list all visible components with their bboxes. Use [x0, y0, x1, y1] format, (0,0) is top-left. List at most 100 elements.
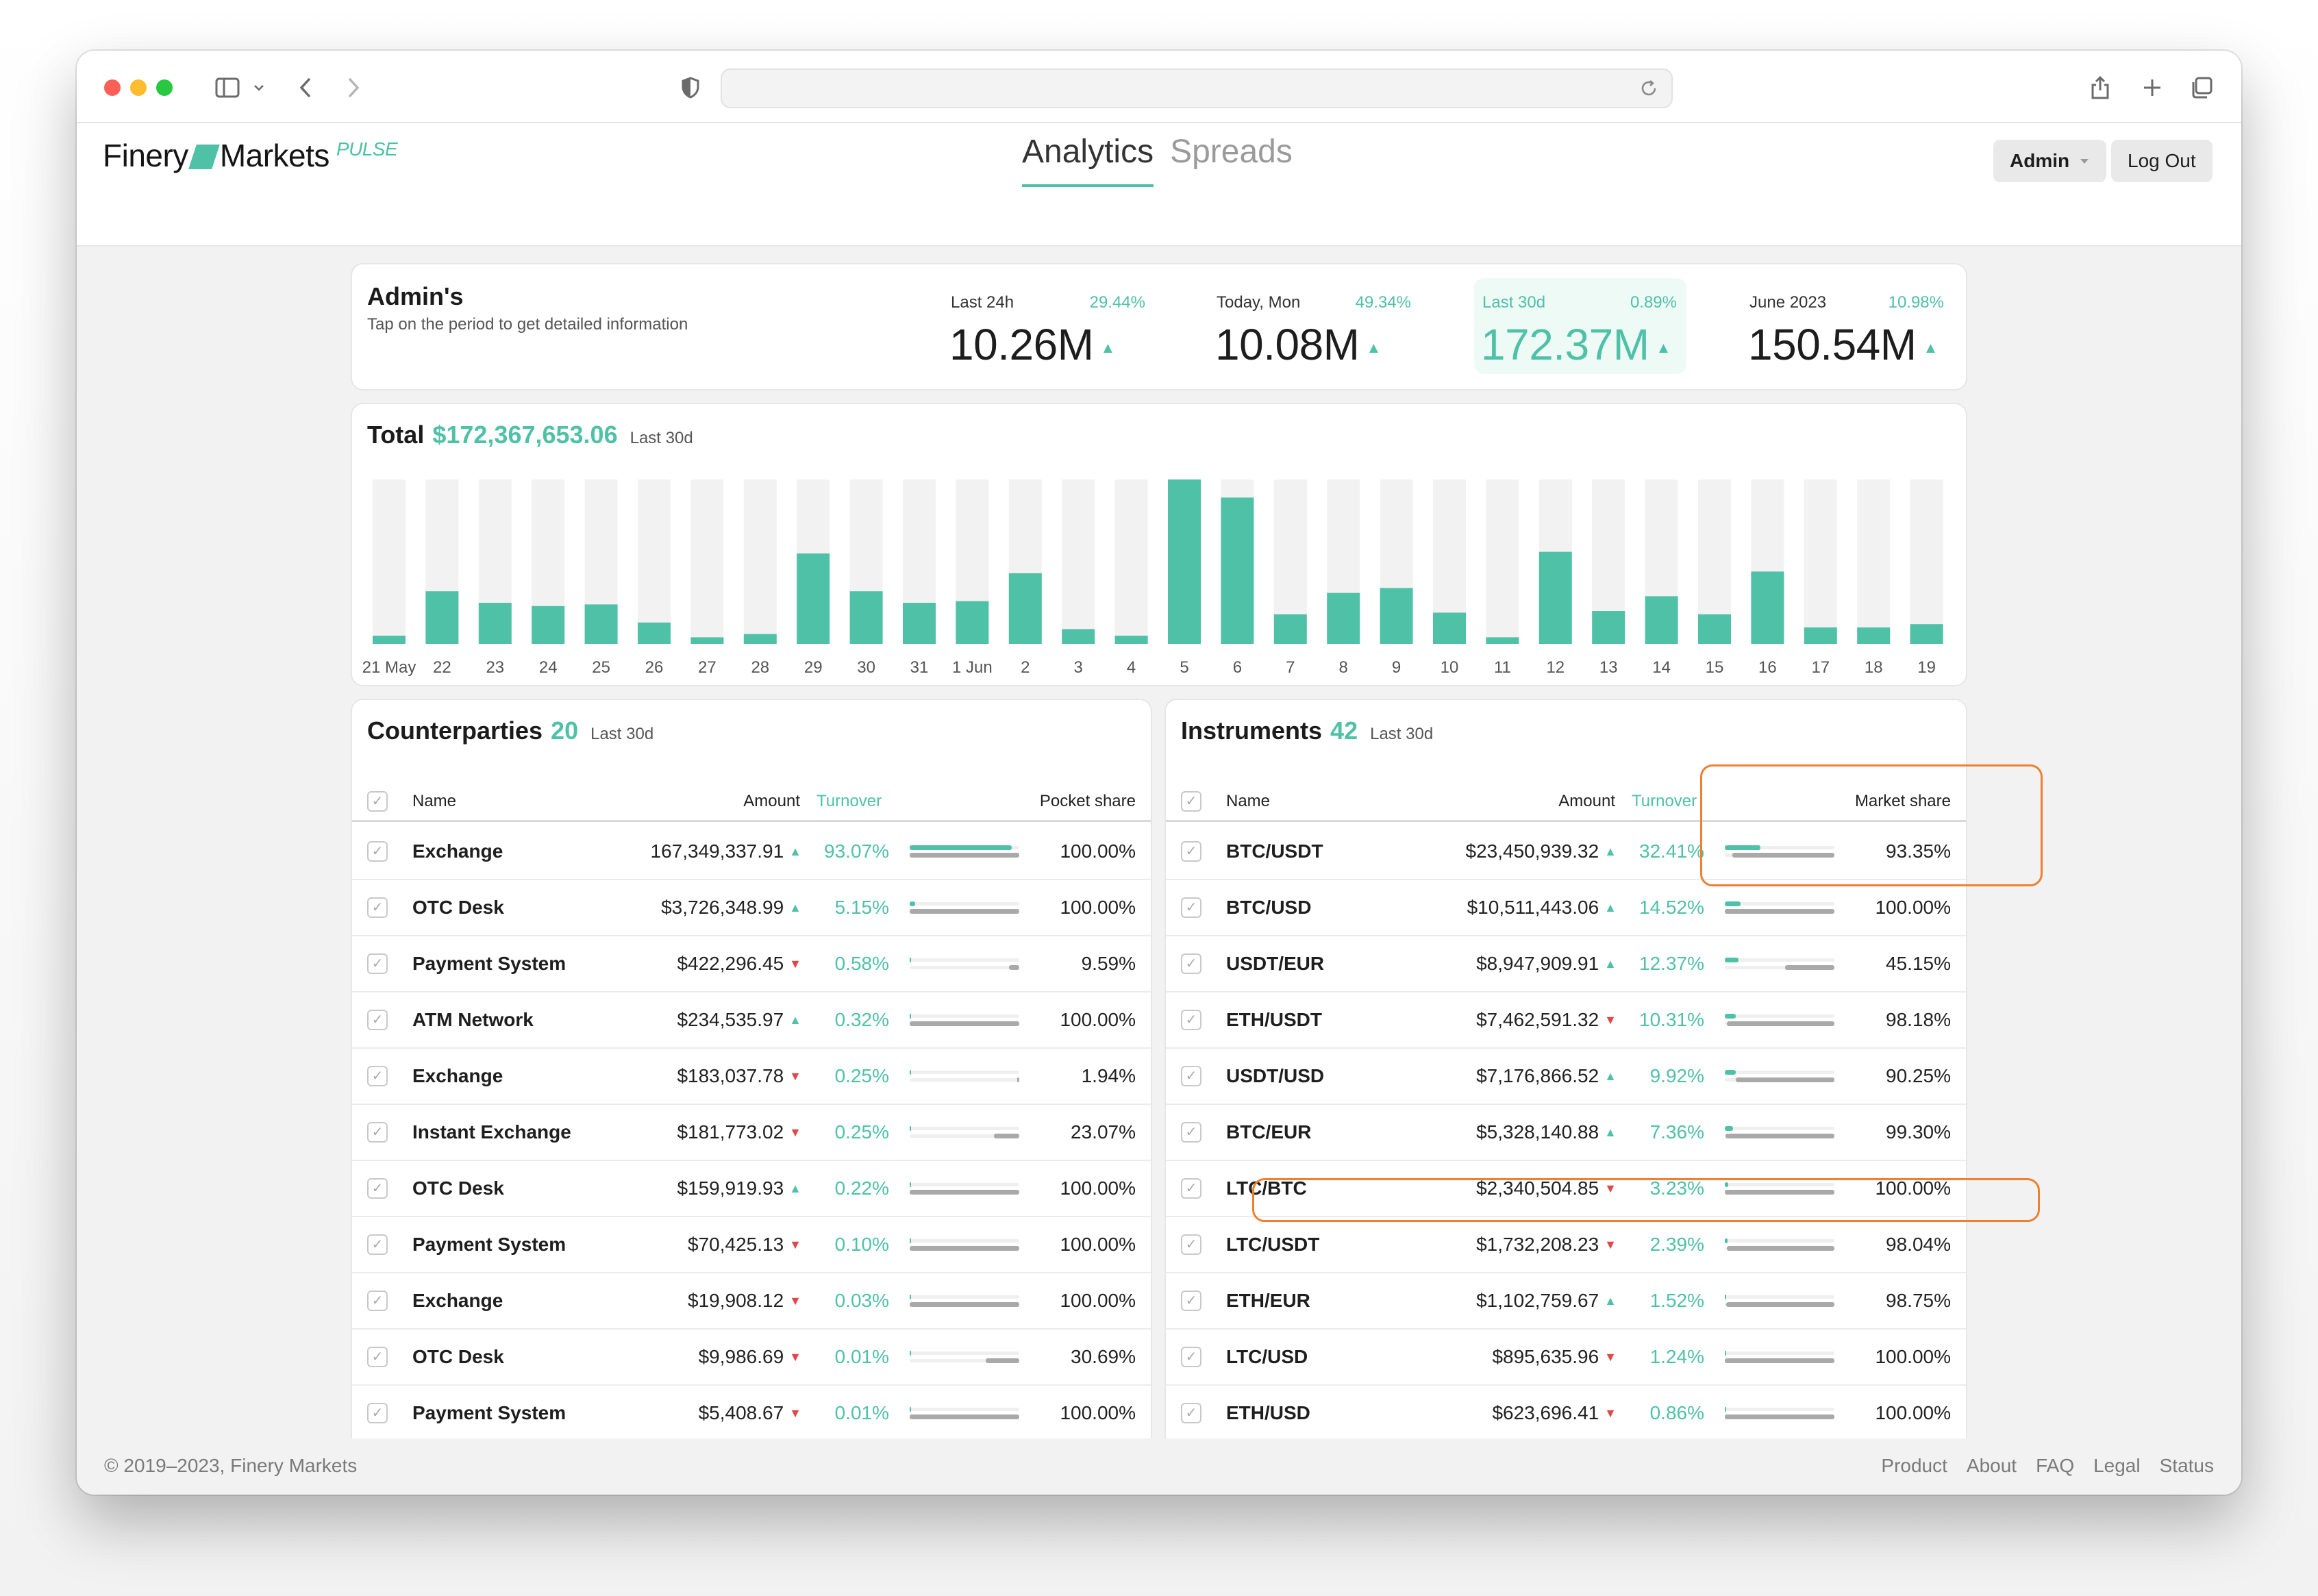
zoom-window-button[interactable] [156, 79, 173, 96]
table-row[interactable]: ✓ BTC/EUR $5,328,140.88 ▲ 7.36% 99.30% [1166, 1105, 1966, 1161]
table-row[interactable]: ✓ BTC/USD $10,511,443.06 ▲ 14.52% 100.00% [1166, 880, 1966, 936]
bar-27[interactable] [1804, 627, 1837, 644]
row-checkbox[interactable]: ✓ [367, 1066, 388, 1086]
chevron-down-icon[interactable] [249, 71, 269, 104]
table-row[interactable]: ✓ Exchange 167,349,337.91 ▲ 93.07% 100.00% [352, 824, 1151, 880]
column-header-amount[interactable]: Amount [1558, 791, 1615, 810]
bar-15[interactable] [1168, 479, 1201, 644]
close-window-button[interactable] [104, 79, 121, 96]
tab-analytics[interactable]: Analytics [1022, 133, 1154, 187]
row-checkbox[interactable]: ✓ [367, 1290, 388, 1311]
new-tab-plus-icon[interactable] [2136, 71, 2169, 104]
back-arrow-icon[interactable] [292, 71, 319, 104]
row-checkbox[interactable]: ✓ [367, 1347, 388, 1367]
row-checkbox[interactable]: ✓ [367, 1178, 388, 1199]
table-row[interactable]: ✓ Payment System $5,408.67 ▼ 0.01% 100.00% [352, 1386, 1151, 1442]
bar-21[interactable] [1486, 637, 1519, 644]
row-checkbox[interactable]: ✓ [1181, 1234, 1201, 1255]
bar-4[interactable] [584, 604, 618, 644]
table-row[interactable]: ✓ Exchange $19,908.12 ▼ 0.03% 100.00% [352, 1273, 1151, 1330]
privacy-shield-icon[interactable] [674, 71, 707, 104]
bar-28[interactable] [1857, 627, 1891, 644]
bar-14[interactable] [1114, 636, 1148, 644]
footer-link-product[interactable]: Product [1881, 1455, 1947, 1476]
row-checkbox[interactable]: ✓ [1181, 1178, 1201, 1199]
footer-link-legal[interactable]: Legal [2093, 1455, 2141, 1476]
footer-link-about[interactable]: About [1966, 1455, 2017, 1476]
sidebar-toggle-icon[interactable] [211, 71, 244, 104]
table-row[interactable]: ✓ USDT/EUR $8,947,909.91 ▲ 12.37% 45.15% [1166, 936, 1966, 993]
table-row[interactable]: ✓ ETH/EUR $1,102,759.67 ▲ 1.52% 98.75% [1166, 1273, 1966, 1330]
bar-13[interactable] [1062, 629, 1095, 644]
bar-19[interactable] [1380, 588, 1413, 644]
bar-8[interactable] [797, 553, 830, 644]
tab-overview-icon[interactable] [2185, 71, 2218, 104]
column-header-turnover[interactable]: Turnover [1632, 791, 1697, 810]
column-header-amount[interactable]: Amount [743, 791, 800, 810]
select-all-checkbox[interactable]: ✓ [1181, 790, 1201, 812]
bar-23[interactable] [1592, 611, 1625, 644]
bar-9[interactable] [849, 591, 883, 644]
table-row[interactable]: ✓ ATM Network $234,535.97 ▲ 0.32% 100.00% [352, 993, 1151, 1049]
table-row[interactable]: ✓ OTC Desk $9,986.69 ▼ 0.01% 30.69% [352, 1330, 1151, 1386]
column-header-turnover[interactable]: Turnover [817, 791, 882, 810]
logout-button[interactable]: Log Out [2111, 140, 2213, 182]
forward-arrow-icon[interactable] [340, 71, 367, 104]
bar-0[interactable] [373, 636, 406, 644]
table-row[interactable]: ✓ ETH/USDT $7,462,591.32 ▼ 10.31% 98.18% [1166, 993, 1966, 1049]
address-bar[interactable] [721, 68, 1673, 108]
table-row[interactable]: ✓ OTC Desk $159,919.93 ▲ 0.22% 100.00% [352, 1161, 1151, 1217]
bar-2[interactable] [478, 603, 512, 644]
column-header-share[interactable]: Pocket share [1039, 791, 1136, 810]
bar-12[interactable] [1008, 573, 1042, 644]
row-checkbox[interactable]: ✓ [1181, 1010, 1201, 1030]
table-row[interactable]: ✓ USDT/USD $7,176,866.52 ▲ 9.92% 90.25% [1166, 1049, 1966, 1105]
stat-last-30d[interactable]: Last 30d 0.89% 172.37M ▲ [1474, 278, 1686, 374]
table-row[interactable]: ✓ Exchange $183,037.78 ▼ 0.25% 1.94% [352, 1049, 1151, 1105]
table-row[interactable]: ✓ OTC Desk $3,726,348.99 ▲ 5.15% 100.00% [352, 880, 1151, 936]
stat-today[interactable]: Today, Mon 49.34% 10.08M ▲ [1208, 278, 1421, 374]
row-checkbox[interactable]: ✓ [1181, 1347, 1201, 1367]
row-checkbox[interactable]: ✓ [367, 953, 388, 974]
table-row[interactable]: ✓ BTC/USDT $23,450,939.32 ▲ 32.41% 93.35% [1166, 824, 1966, 880]
row-checkbox[interactable]: ✓ [1181, 1066, 1201, 1086]
bar-25[interactable] [1698, 614, 1731, 644]
bar-6[interactable] [690, 637, 724, 644]
stat-last-24h[interactable]: Last 24h 29.44% 10.26M ▲ [943, 278, 1155, 374]
table-row[interactable]: ✓ LTC/USD $895,635.96 ▼ 1.24% 100.00% [1166, 1330, 1966, 1386]
table-row[interactable]: ✓ LTC/USDT $1,732,208.23 ▼ 2.39% 98.04% [1166, 1217, 1966, 1273]
bar-18[interactable] [1327, 593, 1360, 644]
bar-24[interactable] [1645, 596, 1678, 644]
row-checkbox[interactable]: ✓ [367, 1234, 388, 1255]
row-checkbox[interactable]: ✓ [367, 1122, 388, 1143]
bar-22[interactable] [1538, 551, 1572, 644]
footer-link-faq[interactable]: FAQ [2036, 1455, 2075, 1476]
bar-11[interactable] [956, 601, 989, 644]
share-icon[interactable] [2084, 71, 2117, 104]
table-row[interactable]: ✓ Instant Exchange $181,773.02 ▼ 0.25% 23.07% [352, 1105, 1151, 1161]
bar-1[interactable] [425, 591, 459, 644]
row-checkbox[interactable]: ✓ [367, 1010, 388, 1030]
row-checkbox[interactable]: ✓ [1181, 1403, 1201, 1423]
bar-3[interactable] [532, 606, 565, 644]
table-row[interactable]: ✓ ETH/USD $623,696.41 ▼ 0.86% 100.00% [1166, 1386, 1966, 1442]
finery-markets-logo[interactable]: Finery Markets PULSE [103, 137, 398, 174]
tab-spreads[interactable]: Spreads [1170, 134, 1293, 170]
stat-june-2023[interactable]: June 2023 10.98% 150.54M ▲ [1741, 278, 1954, 374]
table-row[interactable]: ✓ Payment System $422,296.45 ▼ 0.58% 9.59% [352, 936, 1151, 993]
column-header-share[interactable]: Market share [1854, 791, 1951, 810]
bar-5[interactable] [638, 622, 671, 644]
row-checkbox[interactable]: ✓ [367, 841, 388, 862]
bar-16[interactable] [1221, 497, 1254, 644]
bar-17[interactable] [1273, 614, 1307, 644]
footer-link-status[interactable]: Status [2159, 1455, 2214, 1476]
row-checkbox[interactable]: ✓ [367, 1403, 388, 1423]
bar-10[interactable] [903, 603, 936, 644]
bar-26[interactable] [1751, 571, 1784, 644]
column-header-name[interactable]: Name [412, 791, 457, 810]
bar-20[interactable] [1433, 612, 1466, 644]
row-checkbox[interactable]: ✓ [1181, 841, 1201, 862]
row-checkbox[interactable]: ✓ [367, 897, 388, 918]
row-checkbox[interactable]: ✓ [1181, 953, 1201, 974]
bar-29[interactable] [1910, 624, 1943, 644]
